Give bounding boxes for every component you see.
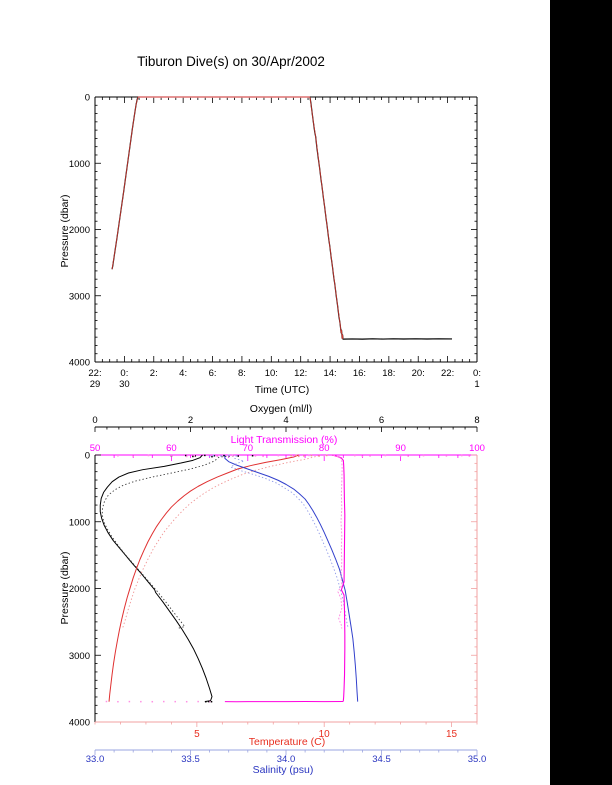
- svg-text:16:: 16:: [353, 368, 366, 379]
- temperature-axis-title: Temperature (C): [248, 736, 326, 748]
- page-title: Tiburon Dive(s) on 30/Apr/2002: [137, 54, 325, 69]
- series-salinity-upcast: [230, 457, 349, 629]
- svg-text:4:: 4:: [179, 368, 187, 379]
- svg-text:3000: 3000: [69, 651, 90, 662]
- series-oxygen-downcast: [99, 454, 213, 703]
- svg-text:33.5: 33.5: [181, 754, 200, 765]
- svg-text:60: 60: [166, 443, 177, 454]
- bottom-chart-right-border: [471, 454, 478, 723]
- svg-text:0: 0: [85, 93, 90, 104]
- light-transmission-axis-title: Light Transmission (%): [230, 434, 338, 446]
- svg-text:90: 90: [395, 443, 406, 454]
- series-temperature-upcast: [122, 455, 320, 629]
- series-oxygen-upcast: [101, 455, 234, 629]
- time-axis-title: Time (UTC): [254, 384, 310, 396]
- svg-text:22:: 22:: [441, 368, 454, 379]
- svg-text:35.0: 35.0: [468, 754, 487, 765]
- svg-text:2000: 2000: [69, 584, 90, 595]
- svg-text:2: 2: [188, 415, 193, 426]
- scatter-surface-salinity-dots: [208, 454, 238, 457]
- svg-text:14:: 14:: [323, 368, 336, 379]
- series-light-transmission-downcast: [331, 454, 346, 702]
- oxygen-axis-title: Oxygen (ml/l): [249, 403, 313, 415]
- scatter-bottom-oxygen-dots: [205, 700, 213, 703]
- scatter-surface-light-dots: [117, 454, 471, 458]
- bottom-chart-pressure-axis-title: Pressure (dbar): [59, 551, 71, 625]
- svg-text:8: 8: [474, 415, 479, 426]
- top-chart-time-tick-labels: 22:290:302: 4: 6: 8: 10: 12: 14: 16: 18: 20: 22: 0:…: [88, 368, 481, 390]
- series-ctd-overlay-descent: [309, 96, 344, 340]
- svg-text:0: 0: [85, 451, 90, 462]
- svg-text:1: 1: [474, 379, 479, 390]
- svg-text:6:: 6:: [209, 368, 217, 379]
- series-vehicle-depth-black: [111, 96, 453, 340]
- svg-text:4: 4: [283, 415, 288, 426]
- svg-text:8:: 8:: [238, 368, 246, 379]
- svg-text:2000: 2000: [69, 225, 90, 236]
- right-black-strip: [550, 0, 612, 785]
- svg-text:0:: 0:: [120, 368, 128, 379]
- svg-text:10:: 10:: [265, 368, 278, 379]
- svg-text:1000: 1000: [69, 159, 90, 170]
- svg-text:4000: 4000: [69, 358, 90, 369]
- svg-text:1000: 1000: [69, 517, 90, 528]
- svg-text:80: 80: [319, 443, 330, 454]
- svg-text:3000: 3000: [69, 291, 90, 302]
- top-chart-pressure-axis-title: Pressure (dbar): [59, 194, 71, 268]
- svg-text:34.5: 34.5: [372, 754, 391, 765]
- salinity-axis: 33.0 33.5 34.0 34.5 35.0: [86, 749, 487, 765]
- svg-text:2:: 2:: [150, 368, 158, 379]
- svg-text:50: 50: [90, 443, 101, 454]
- svg-text:10: 10: [319, 729, 331, 740]
- svg-text:33.0: 33.0: [86, 754, 105, 765]
- svg-text:15: 15: [446, 729, 458, 740]
- svg-text:100: 100: [469, 443, 485, 454]
- scatter-surface-temp-dots: [290, 454, 328, 458]
- svg-text:18:: 18:: [382, 368, 395, 379]
- top-chart: [94, 96, 478, 363]
- series-salinity-downcast: [224, 455, 359, 702]
- svg-text:34.0: 34.0: [277, 754, 296, 765]
- series-ctd-overlay-ascent: [111, 96, 139, 270]
- series-light-transmission-upcast: [333, 454, 343, 629]
- svg-text:5: 5: [194, 729, 200, 740]
- svg-text:0: 0: [92, 415, 97, 426]
- svg-text:70: 70: [243, 443, 254, 454]
- svg-text:29: 29: [90, 379, 101, 390]
- svg-text:4000: 4000: [69, 718, 90, 729]
- temperature-axis: 5 10 15: [94, 721, 478, 740]
- salinity-axis-title: Salinity (psu): [252, 764, 314, 776]
- bottom-chart-pressure-axis: 0 1000 2000 3000 4000: [69, 451, 101, 729]
- scatter-bottom-light-dots: [105, 700, 211, 703]
- svg-text:12:: 12:: [294, 368, 307, 379]
- svg-text:30: 30: [119, 379, 130, 390]
- svg-text:0:: 0:: [473, 368, 481, 379]
- top-chart-pressure-tick-labels: 0 1000 2000 3000 4000: [69, 93, 90, 369]
- series-temperature-downcast: [108, 454, 299, 702]
- oxygen-axis: 0 2 4 6 8: [92, 415, 480, 432]
- svg-text:6: 6: [379, 415, 384, 426]
- svg-text:20:: 20:: [412, 368, 425, 379]
- svg-text:22:: 22:: [88, 368, 101, 379]
